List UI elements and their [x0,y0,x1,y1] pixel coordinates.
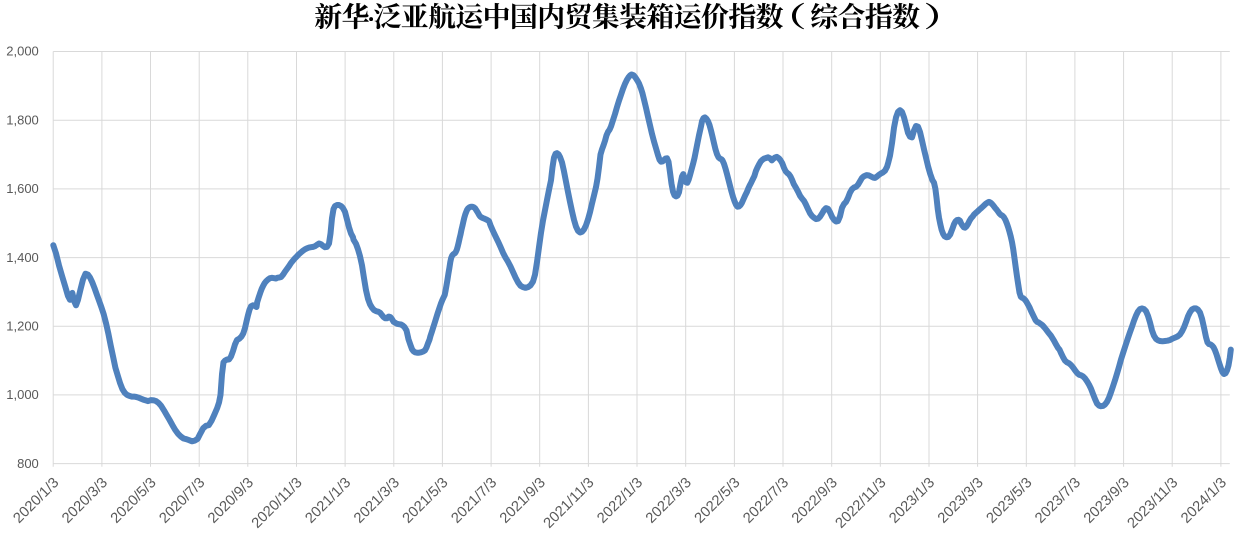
svg-text:2023/5/3: 2023/5/3 [984,475,1036,527]
svg-text:1,600: 1,600 [6,181,39,196]
svg-text:2021/1/3: 2021/1/3 [302,475,354,527]
svg-text:2022/5/3: 2022/5/3 [692,475,744,527]
svg-text:1,800: 1,800 [6,112,39,127]
svg-text:1,400: 1,400 [6,250,39,265]
svg-text:2020/3/3: 2020/3/3 [59,475,111,527]
svg-text:2,000: 2,000 [6,44,39,59]
svg-text:2022/1/3: 2022/1/3 [594,475,646,527]
svg-text:2020/1/3: 2020/1/3 [11,475,63,527]
svg-text:2020/5/3: 2020/5/3 [108,475,160,527]
svg-text:1,000: 1,000 [6,387,39,402]
svg-text:2023/7/3: 2023/7/3 [1032,475,1084,527]
svg-text:2020/11/3: 2020/11/3 [249,475,306,532]
svg-text:2023/1/3: 2023/1/3 [886,475,938,527]
svg-text:2021/11/3: 2021/11/3 [541,475,598,532]
svg-text:2023/3/3: 2023/3/3 [935,475,987,527]
svg-text:2021/7/3: 2021/7/3 [448,475,500,527]
svg-text:2022/11/3: 2022/11/3 [833,475,890,532]
svg-text:2021/5/3: 2021/5/3 [400,475,452,527]
svg-text:2021/3/3: 2021/3/3 [351,475,403,527]
svg-text:1,200: 1,200 [6,318,39,333]
svg-text:800: 800 [17,456,39,471]
svg-text:2022/7/3: 2022/7/3 [740,475,792,527]
svg-text:2020/7/3: 2020/7/3 [157,475,209,527]
svg-text:2022/3/3: 2022/3/3 [643,475,695,527]
svg-text:2024/1/3: 2024/1/3 [1178,475,1230,527]
svg-text:2023/11/3: 2023/11/3 [1125,475,1182,532]
